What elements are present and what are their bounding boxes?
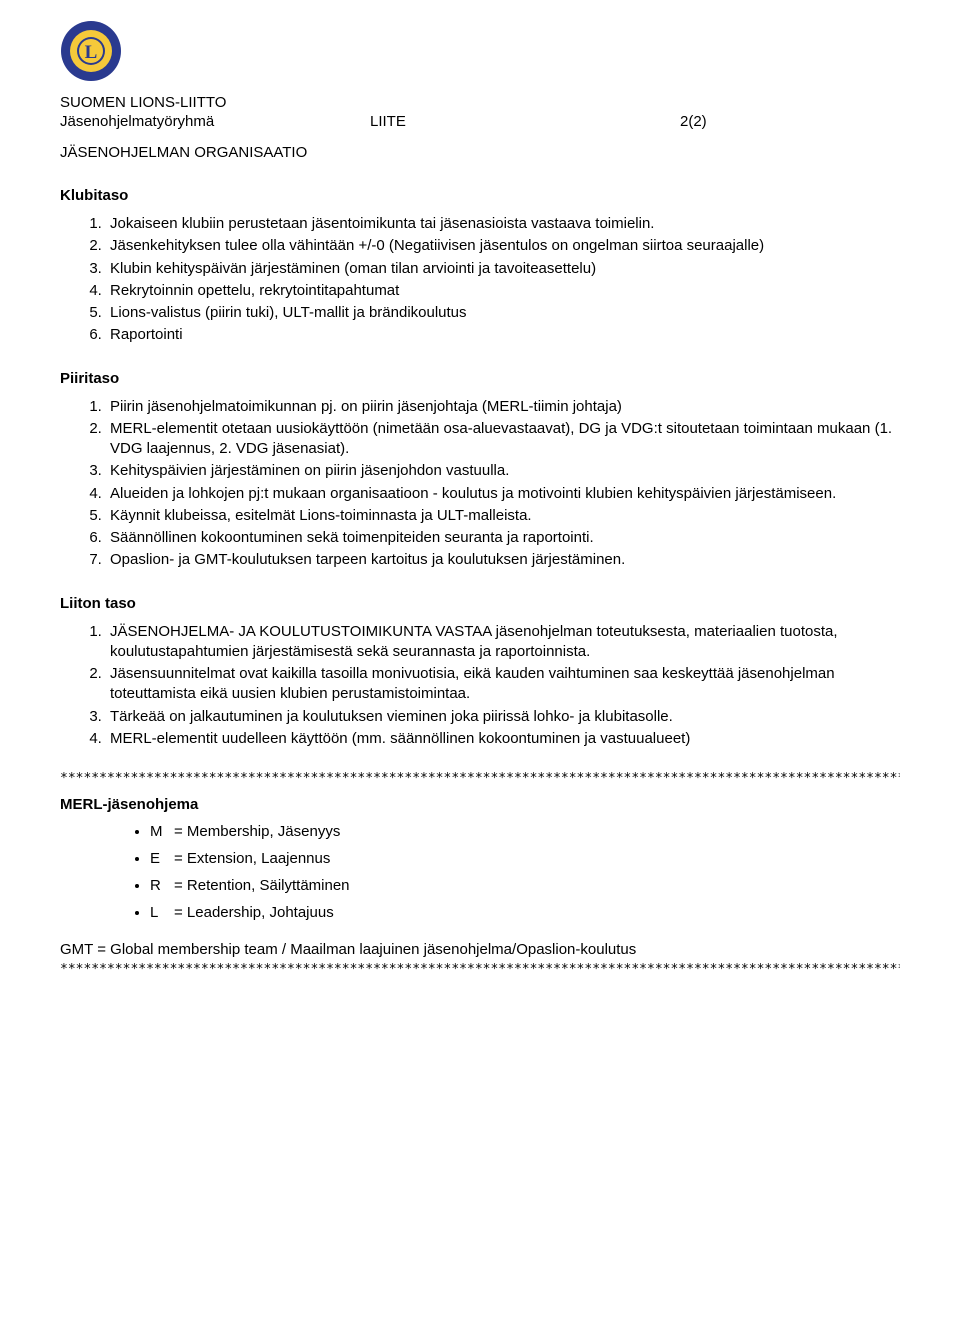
list-item: Jäsensuunnitelmat ovat kaikilla tasoilla… xyxy=(106,664,900,705)
merl-text: = Leadership, Johtajuus xyxy=(174,904,334,921)
gmt-definition: GMT = Global membership team / Maailman … xyxy=(60,941,900,958)
list-item: Klubin kehityspäivän järjestäminen (oman… xyxy=(106,259,900,279)
merl-letter: M xyxy=(150,823,174,840)
list-item: Tärkeää on jalkautuminen ja koulutuksen … xyxy=(106,707,900,727)
page-number: 2(2) xyxy=(680,113,707,130)
list-item: Lions-valistus (piirin tuki), ULT-mallit… xyxy=(106,303,900,323)
attachment-label: LIITE xyxy=(370,113,680,130)
list-item: Rekrytoinnin opettelu, rekrytointitapaht… xyxy=(106,281,900,301)
list-item: Kehityspäivien järjestäminen on piirin j… xyxy=(106,461,900,481)
list-item: Raportointi xyxy=(106,325,900,345)
list-item: Jokaiseen klubiin perustetaan jäsentoimi… xyxy=(106,214,900,234)
merl-letter: L xyxy=(150,904,174,921)
merl-item: M= Membership, Jäsenyys xyxy=(150,823,900,840)
merl-item: L= Leadership, Johtajuus xyxy=(150,904,900,921)
klubitaso-list: Jokaiseen klubiin perustetaan jäsentoimi… xyxy=(88,214,900,346)
workgroup-name: Jäsenohjelmatyöryhmä xyxy=(60,113,370,130)
merl-text: = Extension, Laajennus xyxy=(174,850,330,867)
section-heading-piiritaso: Piiritaso xyxy=(60,370,900,387)
merl-letter: R xyxy=(150,877,174,894)
list-item: Säännöllinen kokoontuminen sekä toimenpi… xyxy=(106,528,900,548)
lions-logo: L xyxy=(60,20,900,86)
list-item: MERL-elementit otetaan uusiokäyttöön (ni… xyxy=(106,419,900,460)
liiton-list: JÄSENOHJELMA- JA KOULUTUSTOIMIKUNTA VAST… xyxy=(88,622,900,750)
merl-heading: MERL-jäsenohjema xyxy=(60,796,900,813)
list-item: Alueiden ja lohkojen pj:t mukaan organis… xyxy=(106,484,900,504)
merl-letter: E xyxy=(150,850,174,867)
merl-text: = Membership, Jäsenyys xyxy=(174,823,340,840)
list-item: Jäsenkehityksen tulee olla vähintään +/-… xyxy=(106,236,900,256)
merl-list: M= Membership, Jäsenyys E= Extension, La… xyxy=(130,823,900,921)
list-item: Piirin jäsenohjelmatoimikunnan pj. on pi… xyxy=(106,397,900,417)
section-heading-klubitaso: Klubitaso xyxy=(60,187,900,204)
merl-item: R= Retention, Säilyttäminen xyxy=(150,877,900,894)
separator-line: ****************************************… xyxy=(60,771,900,786)
separator-line: ****************************************… xyxy=(60,962,900,977)
merl-text: = Retention, Säilyttäminen xyxy=(174,877,350,894)
svg-text:L: L xyxy=(85,42,98,63)
org-name: SUOMEN LIONS-LIITTO xyxy=(60,94,900,111)
header-row: Jäsenohjelmatyöryhmä LIITE 2(2) xyxy=(60,113,900,130)
document-page: L SUOMEN LIONS-LIITTO Jäsenohjelmatyöryh… xyxy=(0,0,960,1027)
list-item: Käynnit klubeissa, esitelmät Lions-toimi… xyxy=(106,506,900,526)
list-item: Opaslion- ja GMT-koulutuksen tarpeen kar… xyxy=(106,550,900,570)
document-title: JÄSENOHJELMAN ORGANISAATIO xyxy=(60,144,900,161)
list-item: MERL-elementit uudelleen käyttöön (mm. s… xyxy=(106,729,900,749)
list-item: JÄSENOHJELMA- JA KOULUTUSTOIMIKUNTA VAST… xyxy=(106,622,900,663)
piiritaso-list: Piirin jäsenohjelmatoimikunnan pj. on pi… xyxy=(88,397,900,571)
merl-item: E= Extension, Laajennus xyxy=(150,850,900,867)
section-heading-liiton: Liiton taso xyxy=(60,595,900,612)
